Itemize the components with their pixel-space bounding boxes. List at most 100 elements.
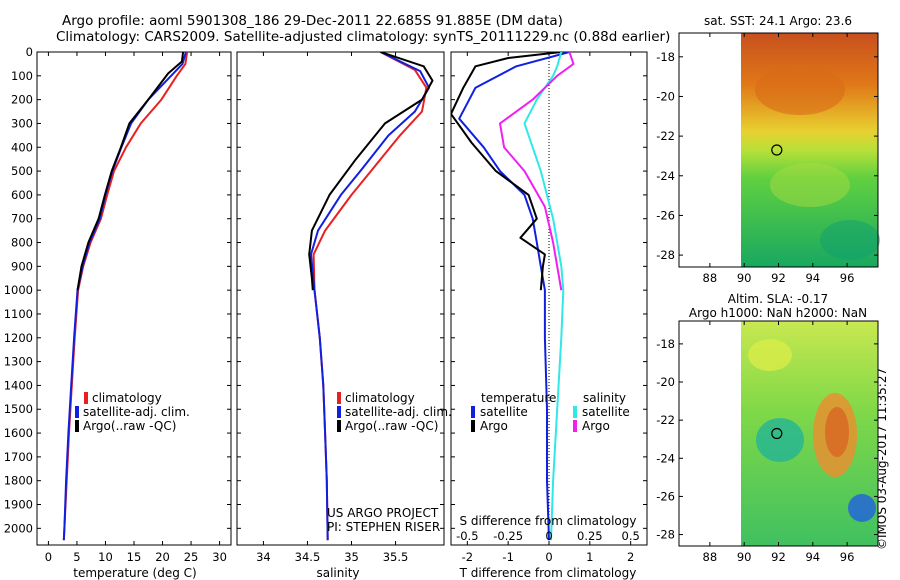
difference-x-axis: -2 -1 0 1 2 (462, 52, 634, 564)
sla-high-core (825, 407, 849, 457)
sla-map-axes: 88 90 92 94 96 -18 -20 -22 -24 -26 -28 (656, 321, 878, 564)
temperature-legend: climatology satellite-adj. clim. Argo(..… (75, 391, 190, 433)
difference-depth-ticks (451, 51, 647, 529)
latitude-label: -20 (656, 375, 675, 389)
x-tick-label: 15 (127, 550, 142, 564)
salinity-profiles (308, 52, 434, 541)
legend-swatch-climatology (84, 392, 88, 404)
depth-tick-label: 1000 (4, 283, 33, 297)
longitude-label: 94 (805, 550, 820, 564)
depth-tick-label: 400 (11, 140, 33, 154)
sst-map-axes: 88 90 92 94 96 -18 -20 -22 -24 -26 -28 (656, 33, 878, 285)
sla-patch (748, 339, 792, 371)
legend-swatch-satellite (337, 406, 341, 418)
temperature-panel: 0100200300400500600700800900100011001200… (4, 45, 232, 580)
x-tick-label: 10 (98, 550, 113, 564)
latitude-label: -20 (656, 89, 675, 103)
legend-t-satellite: satellite (480, 405, 528, 419)
legend-swatch-argo (337, 420, 341, 432)
longitude-label: 94 (805, 271, 820, 285)
legend-swatch-satellite (75, 406, 79, 418)
x-tick-label: -1 (502, 550, 513, 564)
legend-satellite-adj: satellite-adj. clim. (345, 405, 452, 419)
legend-argo: Argo(..raw -QC) (345, 419, 438, 433)
salinity-x-axis: 34 34.5 35 35.5 (256, 52, 408, 564)
latitude-label: -26 (656, 489, 675, 503)
x-tick-label: 35.5 (383, 550, 409, 564)
s-tick-label: 0.25 (577, 529, 603, 543)
salinity-panel: 34 34.5 35 35.5 salinity climatology satell… (236, 51, 452, 580)
sla-low-core (848, 494, 876, 522)
longitude-label: 88 (703, 271, 718, 285)
depth-axis: 0 100 200 300 400 500 600 700 800 900 1000 1100 1200… (4, 45, 231, 535)
latitude-label: -18 (656, 50, 675, 64)
x-tick-label: 5 (73, 550, 80, 564)
series-t-satellite (458, 52, 570, 541)
depth-tick-label: 1400 (4, 378, 33, 392)
legend-swatch-t-argo (471, 420, 475, 432)
legend-swatch-t-satellite (471, 406, 475, 418)
x-tick-label: 0 (545, 550, 552, 564)
latitude-label: -22 (656, 129, 675, 143)
x-tick-label: 25 (184, 550, 199, 564)
series-t-argo (451, 52, 562, 291)
sst-cool-patch (820, 220, 880, 260)
legend-swatch-s-satellite (573, 406, 577, 418)
s-difference-ticks: -0.5 -0.25 0 0.25 0.5 (456, 529, 640, 543)
x-tick-label: 2 (627, 550, 634, 564)
longitude-label: 90 (737, 550, 752, 564)
legend-swatch-climatology (337, 392, 341, 404)
latitude-label: -18 (656, 337, 675, 351)
temperature-profiles (62, 52, 189, 541)
x-tick-label: 35 (344, 550, 359, 564)
x-tick-label: 0 (45, 550, 52, 564)
longitude-label: 92 (771, 271, 786, 285)
sst-patch (770, 163, 850, 207)
depth-tick-label: 900 (11, 259, 33, 273)
depth-tick-label: 200 (11, 93, 33, 107)
x-tick-label: 20 (155, 550, 170, 564)
longitude-label: 96 (840, 550, 855, 564)
sla-map-title: Altim. SLA: -0.17 (728, 292, 828, 306)
temperature-x-axis: 0 5 10 15 20 25 30 (45, 52, 227, 564)
series-argo (76, 52, 185, 291)
argo-location-marker (771, 427, 783, 440)
series-s-satellite (523, 52, 565, 541)
sst-map: sat. SST: 24.1 Argo: 23.6 88 90 92 94 96 -18 -… (656, 14, 880, 285)
depth-tick-label: 1600 (4, 426, 33, 440)
depth-tick-label: 100 (11, 69, 33, 83)
latitude-label: -26 (656, 208, 675, 222)
depth-tick-label: 1100 (4, 307, 33, 321)
argo-location-marker (771, 144, 783, 156)
depth-tick-label: 1500 (4, 402, 33, 416)
s-tick-label: 0 (545, 529, 552, 543)
x-tick-label: 30 (212, 550, 227, 564)
depth-tick-label: 700 (11, 212, 33, 226)
legend-temperature-title: temperature (481, 391, 556, 405)
latitude-label: -24 (656, 451, 675, 465)
series-argo (308, 52, 434, 291)
longitude-label: 96 (840, 271, 855, 285)
figure-title-line1: Argo profile: aoml 5901308_186 29-Dec-20… (62, 13, 563, 29)
latitude-label: -24 (656, 169, 675, 183)
s-tick-label: -0.5 (456, 529, 478, 543)
s-tick-label: -0.25 (493, 529, 523, 543)
longitude-label: 90 (737, 271, 752, 285)
legend-s-satellite: satellite (582, 405, 630, 419)
depth-tick-label: 500 (11, 164, 33, 178)
legend-t-argo: Argo (480, 419, 508, 433)
figure-title-line2: Climatology: CARS2009. Satellite-adjuste… (56, 29, 671, 45)
x-tick-label: -2 (462, 550, 473, 564)
sst-map-title: sat. SST: 24.1 Argo: 23.6 (704, 14, 852, 28)
sla-map: Altim. SLA: -0.17 Argo h1000: NaN h2000:… (656, 292, 879, 564)
project-name: US ARGO PROJECT (327, 506, 439, 520)
depth-tick-label: 0 (26, 45, 33, 59)
sla-low-patch (756, 418, 804, 462)
s-difference-label: S difference from climatology (460, 514, 637, 528)
salinity-legend: climatology satellite-adj. clim. Argo(..… (337, 391, 452, 433)
latitude-label: -28 (656, 528, 675, 542)
legend-swatch-s-argo (573, 420, 577, 432)
salinity-depth-ticks (237, 51, 444, 529)
s-tick-label: 0.5 (622, 529, 640, 543)
temperature-xlabel: temperature (deg C) (73, 566, 196, 580)
